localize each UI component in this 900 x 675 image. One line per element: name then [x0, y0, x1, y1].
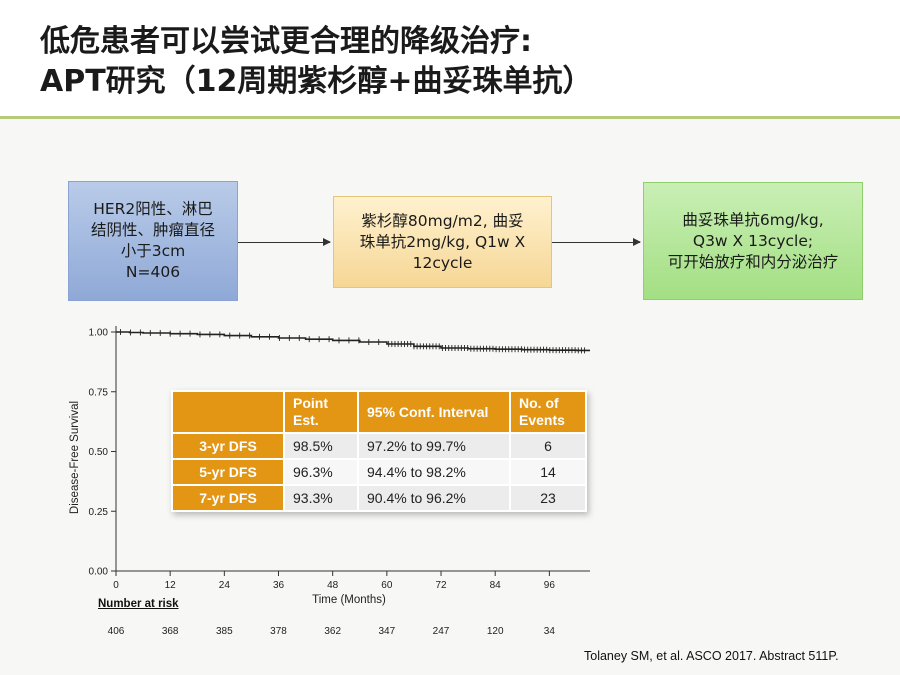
trastuzumab-line: 可开始放疗和内分泌治疗 [667, 252, 839, 271]
dfs-header-blank [173, 392, 283, 432]
number-at-risk-value: 120 [486, 626, 504, 637]
dfs-events: 6 [511, 434, 585, 458]
paclitaxel-line: 珠单抗2mg/kg, Q1w X [359, 232, 526, 251]
dfs-events: 14 [511, 460, 585, 484]
x-tick-label: 60 [381, 580, 393, 591]
dfs-row-label: 3-yr DFS [173, 434, 283, 458]
number-at-risk-value: 247 [432, 626, 450, 637]
dfs-point-est: 96.3% [285, 460, 357, 484]
dfs-events: 23 [511, 486, 585, 510]
x-tick-label: 48 [327, 580, 339, 591]
dfs-header-point-est: Point Est. [285, 392, 357, 432]
number-at-risk-value: 378 [270, 626, 287, 637]
flow-arrow-1 [238, 238, 331, 246]
x-tick-label: 12 [165, 580, 177, 591]
slide-title: 低危患者可以尝试更合理的降级治疗: APT研究（12周期紫杉醇+曲妥珠单抗） [40, 22, 880, 102]
flow-step-eligibility: HER2阳性、淋巴 结阴性、肿瘤直径 小于3cm N=406 [68, 181, 238, 301]
number-at-risk-value: 385 [215, 626, 233, 637]
y-tick-label: 1.00 [89, 328, 109, 339]
number-at-risk-value: 368 [161, 626, 179, 637]
dfs-row-label: 5-yr DFS [173, 460, 283, 484]
dfs-point-est: 98.5% [285, 434, 357, 458]
y-axis-title: Disease-Free Survival [69, 401, 81, 514]
number-at-risk-title: Number at risk [98, 598, 179, 610]
x-axis-title: Time (Months) [312, 594, 386, 606]
eligibility-line: N=406 [125, 263, 181, 281]
x-tick-label: 0 [113, 580, 119, 591]
dfs-ci: 97.2% to 99.7% [359, 434, 509, 458]
number-at-risk-value: 347 [378, 626, 396, 637]
number-at-risk-row: 406 368 385 378 362 347 247 120 34 [0, 626, 900, 640]
y-tick-label: 0.75 [89, 387, 109, 398]
x-tick-label: 96 [544, 580, 556, 591]
y-tick-label: 0.00 [89, 567, 109, 578]
dfs-summary-table: Point Est. 95% Conf. Interval No. of Eve… [171, 390, 587, 512]
number-at-risk-value: 362 [324, 626, 342, 637]
number-at-risk-value: 34 [543, 626, 555, 637]
dfs-point-est: 93.3% [285, 486, 357, 510]
paclitaxel-line: 紫杉醇80mg/m2, 曲妥 [361, 211, 524, 230]
dfs-ci: 94.4% to 98.2% [359, 460, 509, 484]
trastuzumab-line: Q3w X 13cycle; [692, 231, 814, 250]
title-divider [0, 116, 900, 119]
x-tick-label: 36 [273, 580, 285, 591]
y-tick-label: 0.50 [89, 447, 109, 458]
dfs-row-label: 7-yr DFS [173, 486, 283, 510]
citation: Tolaney SM, et al. ASCO 2017. Abstract 5… [584, 649, 839, 663]
dfs-row: 5-yr DFS 96.3% 94.4% to 98.2% 14 [173, 460, 585, 484]
x-tick-label: 84 [490, 580, 502, 591]
flow-step-paclitaxel: 紫杉醇80mg/m2, 曲妥 珠单抗2mg/kg, Q1w X 12cycle [333, 196, 552, 288]
trastuzumab-line: 曲妥珠单抗6mg/kg, [682, 210, 824, 229]
dfs-header-events: No. of Events [511, 392, 585, 432]
title-line-2: APT研究（12周期紫杉醇+曲妥珠单抗） [40, 64, 593, 99]
y-tick-label: 0.25 [89, 507, 109, 518]
dfs-header-row: Point Est. 95% Conf. Interval No. of Eve… [173, 392, 585, 432]
number-at-risk-value: 406 [107, 626, 125, 637]
eligibility-line: 小于3cm [120, 242, 186, 260]
x-tick-label: 24 [219, 580, 231, 591]
paclitaxel-line: 12cycle [412, 253, 473, 272]
x-tick-label: 72 [435, 580, 447, 591]
title-line-1: 低危患者可以尝试更合理的降级治疗: [40, 24, 532, 59]
dfs-row: 3-yr DFS 98.5% 97.2% to 99.7% 6 [173, 434, 585, 458]
dfs-ci: 90.4% to 96.2% [359, 486, 509, 510]
flow-step-trastuzumab: 曲妥珠单抗6mg/kg, Q3w X 13cycle; 可开始放疗和内分泌治疗 [643, 182, 863, 300]
eligibility-line: HER2阳性、淋巴 [93, 200, 213, 218]
dfs-row: 7-yr DFS 93.3% 90.4% to 96.2% 23 [173, 486, 585, 510]
survival-curve [116, 331, 590, 352]
dfs-header-ci: 95% Conf. Interval [359, 392, 509, 432]
flow-arrow-2 [552, 238, 641, 246]
eligibility-line: 结阴性、肿瘤直径 [90, 221, 215, 239]
